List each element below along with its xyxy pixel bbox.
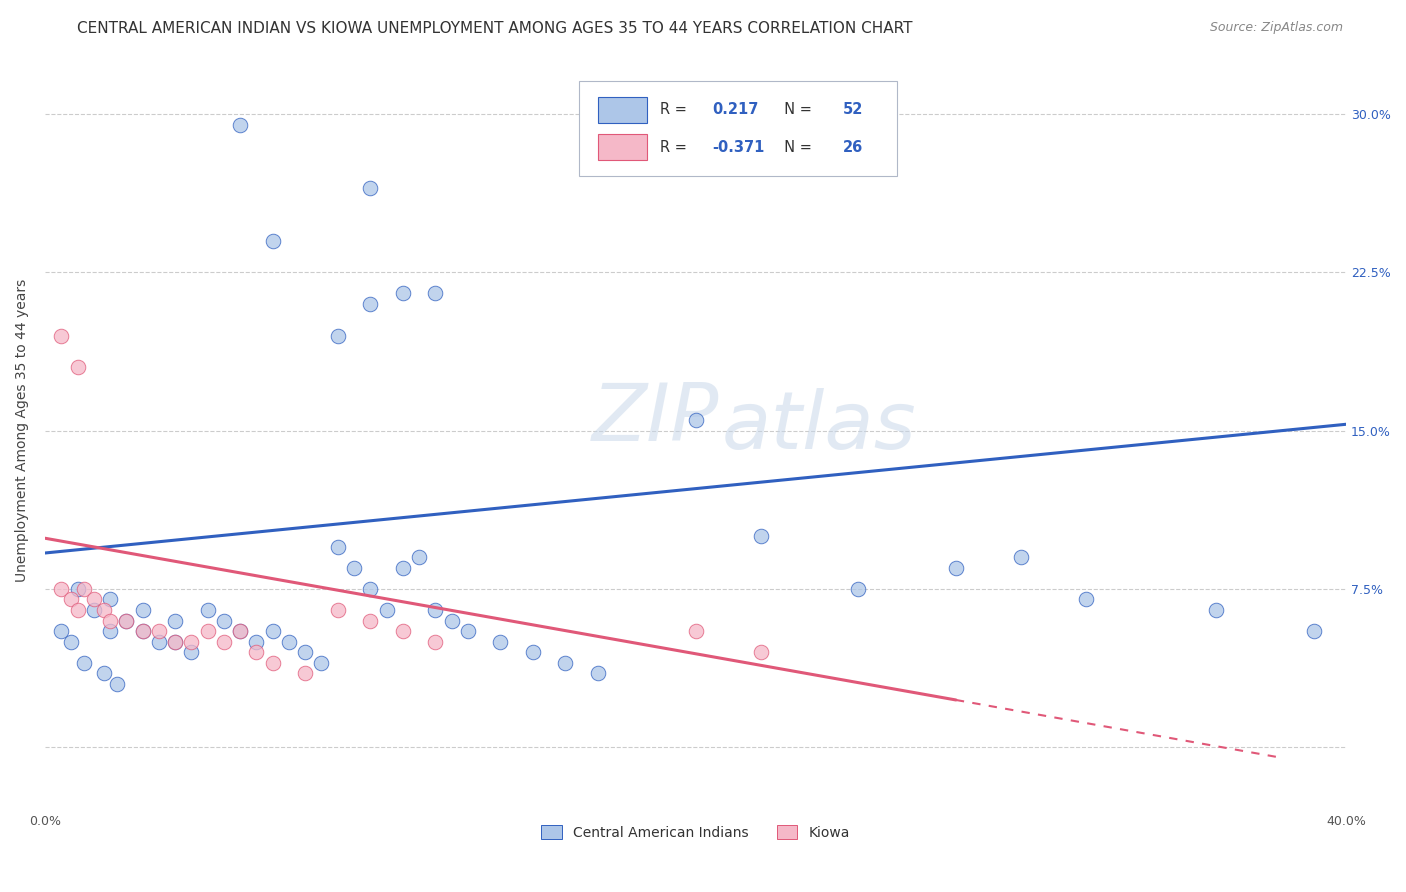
Point [148, 624, 170, 638]
Point [93, 603, 115, 617]
Point [522, 645, 544, 659]
Point [392, 624, 415, 638]
Point [165, 614, 187, 628]
Legend: Central American Indians, Kiowa: Central American Indians, Kiowa [536, 820, 855, 846]
Point [392, 286, 415, 301]
Point [93, 666, 115, 681]
Point [359, 582, 381, 596]
Point [197, 603, 219, 617]
Text: atlas: atlas [721, 388, 917, 466]
Point [131, 624, 153, 638]
Text: R =: R = [661, 103, 692, 118]
Point [685, 624, 707, 638]
Point [440, 614, 463, 628]
Point [359, 181, 381, 195]
Point [229, 118, 252, 132]
Point [425, 634, 447, 648]
Point [1205, 603, 1227, 617]
Point [229, 624, 252, 638]
Point [66, 360, 89, 375]
Point [425, 603, 447, 617]
Text: Source: ZipAtlas.com: Source: ZipAtlas.com [1209, 21, 1343, 35]
Point [51, 624, 73, 638]
Point [294, 666, 316, 681]
Point [98, 614, 121, 628]
Point [51, 582, 73, 596]
Text: R =: R = [661, 140, 692, 154]
Point [425, 286, 447, 301]
Bar [598, 134, 648, 161]
Point [83, 603, 105, 617]
Point [131, 624, 153, 638]
Point [685, 413, 707, 427]
Point [749, 529, 772, 543]
Point [846, 582, 869, 596]
Point [278, 634, 301, 648]
Point [408, 550, 430, 565]
Point [66, 582, 89, 596]
Point [212, 614, 235, 628]
Point [51, 328, 73, 343]
Point [326, 328, 349, 343]
Point [457, 624, 479, 638]
Y-axis label: Unemployment Among Ages 35 to 44 years: Unemployment Among Ages 35 to 44 years [15, 279, 30, 582]
Point [115, 614, 138, 628]
Point [945, 561, 967, 575]
Point [343, 561, 366, 575]
Point [98, 624, 121, 638]
Point [294, 645, 316, 659]
Point [749, 645, 772, 659]
Point [73, 582, 96, 596]
Point [180, 634, 202, 648]
Point [326, 603, 349, 617]
Point [131, 603, 153, 617]
Point [229, 624, 252, 638]
Text: N =: N = [775, 103, 817, 118]
Point [1010, 550, 1032, 565]
Point [165, 634, 187, 648]
Point [212, 634, 235, 648]
Point [105, 677, 128, 691]
Point [392, 561, 415, 575]
Point [311, 656, 333, 670]
Point [197, 624, 219, 638]
Point [180, 645, 202, 659]
Point [98, 592, 121, 607]
Point [359, 614, 381, 628]
Point [262, 656, 284, 670]
Point [148, 634, 170, 648]
FancyBboxPatch shape [578, 81, 897, 176]
Bar [598, 96, 648, 123]
Point [83, 592, 105, 607]
Point [115, 614, 138, 628]
Point [1074, 592, 1097, 607]
Point [1302, 624, 1324, 638]
Text: CENTRAL AMERICAN INDIAN VS KIOWA UNEMPLOYMENT AMONG AGES 35 TO 44 YEARS CORRELAT: CENTRAL AMERICAN INDIAN VS KIOWA UNEMPLO… [77, 21, 912, 37]
Point [245, 645, 267, 659]
Point [262, 234, 284, 248]
Text: 52: 52 [842, 103, 863, 118]
Text: -0.371: -0.371 [713, 140, 765, 154]
Point [59, 592, 82, 607]
Point [59, 634, 82, 648]
Point [359, 297, 381, 311]
Point [245, 634, 267, 648]
Point [73, 656, 96, 670]
Text: 0.217: 0.217 [713, 103, 759, 118]
Text: N =: N = [775, 140, 817, 154]
Point [375, 603, 398, 617]
Point [554, 656, 576, 670]
Text: 26: 26 [842, 140, 863, 154]
Point [489, 634, 512, 648]
Point [326, 540, 349, 554]
Text: ZIP: ZIP [592, 380, 718, 458]
Point [66, 603, 89, 617]
Point [262, 624, 284, 638]
Point [586, 666, 609, 681]
Point [165, 634, 187, 648]
